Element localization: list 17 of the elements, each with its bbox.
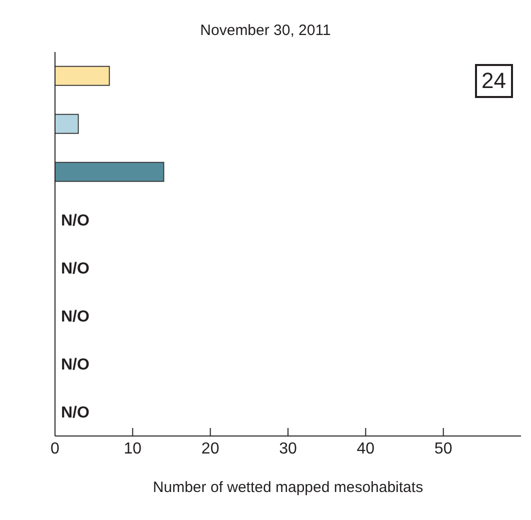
x-axis-title: Number of wetted mapped mesohabitats bbox=[152, 479, 424, 496]
annotation: 24 bbox=[474, 64, 513, 98]
text: N/O bbox=[61, 356, 90, 374]
x-tick-label: 20 bbox=[201, 440, 220, 458]
chart-title: November 30, 2011 bbox=[199, 22, 332, 39]
bar bbox=[55, 162, 164, 182]
x-tick-label: 30 bbox=[279, 440, 297, 458]
text: N/O bbox=[61, 404, 90, 422]
bar bbox=[55, 114, 79, 134]
text: N/O bbox=[61, 308, 90, 326]
x-tick-label: 50 bbox=[434, 440, 452, 458]
text: N/O bbox=[61, 260, 90, 278]
text: N/O bbox=[61, 212, 90, 230]
x-tick-label: 40 bbox=[356, 440, 375, 458]
x-tick-label: 0 bbox=[50, 440, 60, 458]
bar bbox=[55, 66, 110, 86]
x-tick-label: 10 bbox=[124, 440, 142, 458]
